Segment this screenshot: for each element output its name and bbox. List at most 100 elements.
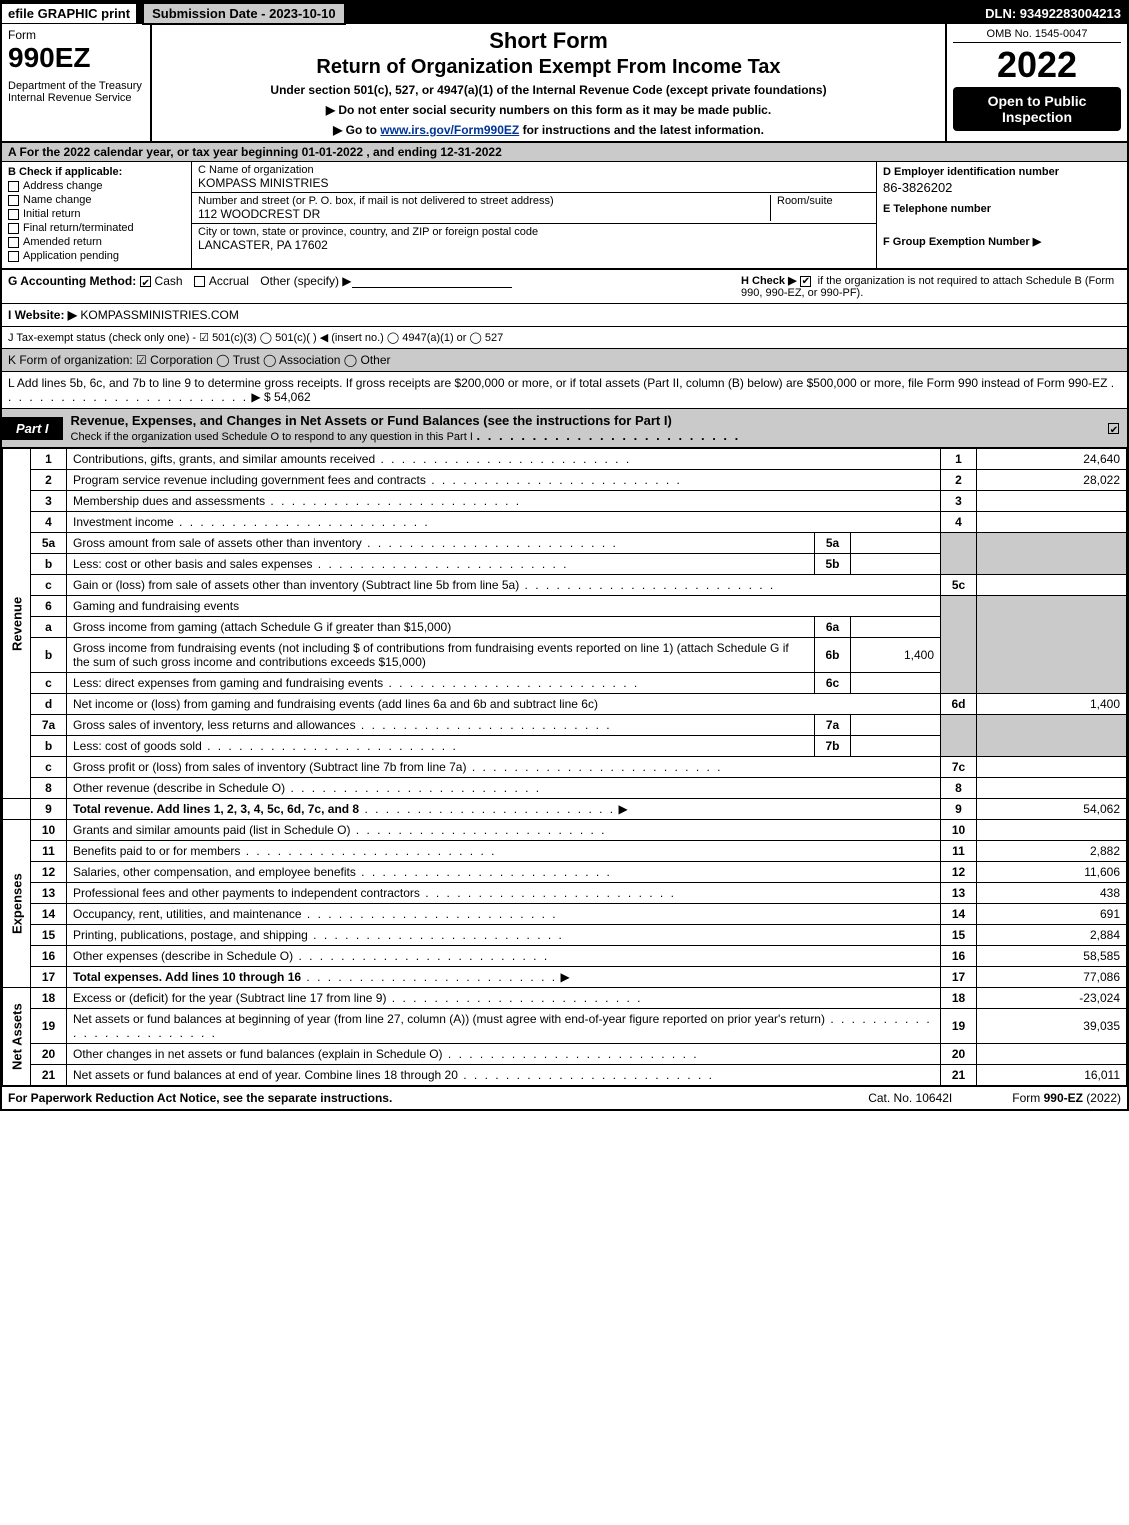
part1-title: Revenue, Expenses, and Changes in Net As… — [63, 409, 1103, 447]
f-label: F Group Exemption Number ▶ — [883, 235, 1121, 248]
l-value: 54,062 — [274, 390, 311, 404]
instr-pre: ▶ Go to — [333, 123, 380, 137]
header-mid: Short Form Return of Organization Exempt… — [152, 24, 947, 141]
line-16: 16 Other expenses (describe in Schedule … — [3, 946, 1127, 967]
department: Department of the Treasury Internal Reve… — [8, 80, 144, 104]
line-14: 14 Occupancy, rent, utilities, and maint… — [3, 904, 1127, 925]
line-17: 17 Total expenses. Add lines 10 through … — [3, 967, 1127, 988]
d-value: 86-3826202 — [883, 180, 1121, 195]
submission-date: Submission Date - 2023-10-10 — [142, 2, 346, 25]
d-label: D Employer identification number — [883, 166, 1121, 178]
topbar: efile GRAPHIC print Submission Date - 20… — [2, 2, 1127, 24]
line-4: 4 Investment income 4 — [3, 512, 1127, 533]
line-5a: 5a Gross amount from sale of assets othe… — [3, 533, 1127, 554]
tax-year: 2022 — [953, 47, 1121, 83]
chk-name-change[interactable]: Name change — [8, 194, 185, 206]
vlabel-revenue: Revenue — [3, 449, 31, 799]
chk-schedule-o[interactable] — [1108, 423, 1119, 434]
header-left: Form 990EZ Department of the Treasury In… — [2, 24, 152, 141]
room-label: Room/suite — [777, 195, 870, 207]
instruction-link: ▶ Go to www.irs.gov/Form990EZ for instru… — [162, 123, 935, 137]
form-label: Form — [8, 28, 144, 42]
footer-left: For Paperwork Reduction Act Notice, see … — [8, 1091, 392, 1105]
cell-city: City or town, state or province, country… — [192, 224, 876, 254]
city-value: LANCASTER, PA 17602 — [198, 238, 870, 252]
cell-address: Number and street (or P. O. box, if mail… — [192, 193, 876, 224]
e-label: E Telephone number — [883, 203, 1121, 215]
line-6d: d Net income or (loss) from gaming and f… — [3, 694, 1127, 715]
part1-tag: Part I — [2, 417, 63, 440]
dln: DLN: 93492283004213 — [985, 6, 1127, 21]
line-11: 11 Benefits paid to or for members 11 2,… — [3, 841, 1127, 862]
chk-initial-return[interactable]: Initial return — [8, 208, 185, 220]
row-k: K Form of organization: ☑ Corporation ◯ … — [2, 349, 1127, 372]
city-label: City or town, state or province, country… — [198, 226, 870, 238]
chk-address-change[interactable]: Address change — [8, 180, 185, 192]
form-title: Return of Organization Exempt From Incom… — [162, 56, 935, 79]
g-label: G Accounting Method: — [8, 274, 136, 288]
chk-h[interactable] — [800, 276, 811, 287]
open-public: Open to Public Inspection — [953, 87, 1121, 131]
line-13: 13 Professional fees and other payments … — [3, 883, 1127, 904]
c-value: KOMPASS MINISTRIES — [198, 176, 870, 190]
line-20: 20 Other changes in net assets or fund b… — [3, 1044, 1127, 1065]
col-c: C Name of organization KOMPASS MINISTRIE… — [192, 162, 877, 268]
instr-post: for instructions and the latest informat… — [519, 123, 764, 137]
chk-cash[interactable] — [140, 276, 151, 287]
col-b: B Check if applicable: Address change Na… — [2, 162, 192, 268]
line-7a: 7a Gross sales of inventory, less return… — [3, 715, 1127, 736]
vlabel-netassets: Net Assets — [3, 988, 31, 1086]
addr-value: 112 WOODCREST DR — [198, 207, 770, 221]
line-1: Revenue 1 Contributions, gifts, grants, … — [3, 449, 1127, 470]
row-l: L Add lines 5b, 6c, and 7b to line 9 to … — [2, 372, 1127, 409]
l-arrow: ▶ $ — [251, 390, 270, 404]
col-de: D Employer identification number 86-3826… — [877, 162, 1127, 268]
omb-number: OMB No. 1545-0047 — [953, 28, 1121, 43]
section-bcdef: B Check if applicable: Address change Na… — [2, 162, 1127, 270]
row-j: J Tax-exempt status (check only one) - ☑… — [2, 327, 1127, 349]
efile-label: efile GRAPHIC print — [2, 4, 138, 23]
footer-right: Form 990-EZ (2022) — [1012, 1091, 1121, 1105]
h-text: if the organization is not required to a… — [741, 275, 1114, 299]
line-10: Expenses 10 Grants and similar amounts p… — [3, 820, 1127, 841]
row-g: G Accounting Method: Cash Accrual Other … — [2, 270, 1127, 304]
footer: For Paperwork Reduction Act Notice, see … — [2, 1086, 1127, 1109]
c-label: C Name of organization — [198, 164, 870, 176]
h-label: H Check ▶ — [741, 275, 797, 287]
row-a-calendar-year: A For the 2022 calendar year, or tax yea… — [2, 143, 1127, 162]
line-8: 8 Other revenue (describe in Schedule O)… — [3, 778, 1127, 799]
chk-amended-return[interactable]: Amended return — [8, 236, 185, 248]
line-9: 9 Total revenue. Add lines 1, 2, 3, 4, 5… — [3, 799, 1127, 820]
line-5c: c Gain or (loss) from sale of assets oth… — [3, 575, 1127, 596]
lines-table: Revenue 1 Contributions, gifts, grants, … — [2, 448, 1127, 1086]
short-form-title: Short Form — [162, 28, 935, 54]
addr-label: Number and street (or P. O. box, if mail… — [198, 195, 770, 207]
line-19: 19 Net assets or fund balances at beginn… — [3, 1009, 1127, 1044]
row-i: I Website: ▶ KOMPASSMINISTRIES.COM — [2, 304, 1127, 327]
header-right: OMB No. 1545-0047 2022 Open to Public In… — [947, 24, 1127, 141]
form-subtitle: Under section 501(c), 527, or 4947(a)(1)… — [162, 83, 935, 97]
line-21: 21 Net assets or fund balances at end of… — [3, 1065, 1127, 1086]
line-15: 15 Printing, publications, postage, and … — [3, 925, 1127, 946]
line-6: 6 Gaming and fundraising events — [3, 596, 1127, 617]
form-header: Form 990EZ Department of the Treasury In… — [2, 24, 1127, 143]
part1-header: Part I Revenue, Expenses, and Changes in… — [2, 409, 1127, 448]
website-value: KOMPASSMINISTRIES.COM — [80, 308, 238, 322]
other-specify-input[interactable] — [352, 276, 512, 288]
chk-final-return[interactable]: Final return/terminated — [8, 222, 185, 234]
vlabel-expenses: Expenses — [3, 820, 31, 988]
line-2: 2 Program service revenue including gove… — [3, 470, 1127, 491]
b-header: B Check if applicable: — [8, 166, 185, 178]
l-text: L Add lines 5b, 6c, and 7b to line 9 to … — [8, 376, 1107, 390]
form-number: 990EZ — [8, 42, 144, 74]
footer-cat: Cat. No. 10642I — [868, 1091, 952, 1105]
i-label: I Website: ▶ — [8, 308, 77, 322]
line-7c: c Gross profit or (loss) from sales of i… — [3, 757, 1127, 778]
line-3: 3 Membership dues and assessments 3 — [3, 491, 1127, 512]
cell-org-name: C Name of organization KOMPASS MINISTRIE… — [192, 162, 876, 193]
line-18: Net Assets 18 Excess or (deficit) for th… — [3, 988, 1127, 1009]
chk-application-pending[interactable]: Application pending — [8, 250, 185, 262]
chk-accrual[interactable] — [194, 276, 205, 287]
line-12: 12 Salaries, other compensation, and emp… — [3, 862, 1127, 883]
irs-link[interactable]: www.irs.gov/Form990EZ — [380, 123, 519, 137]
